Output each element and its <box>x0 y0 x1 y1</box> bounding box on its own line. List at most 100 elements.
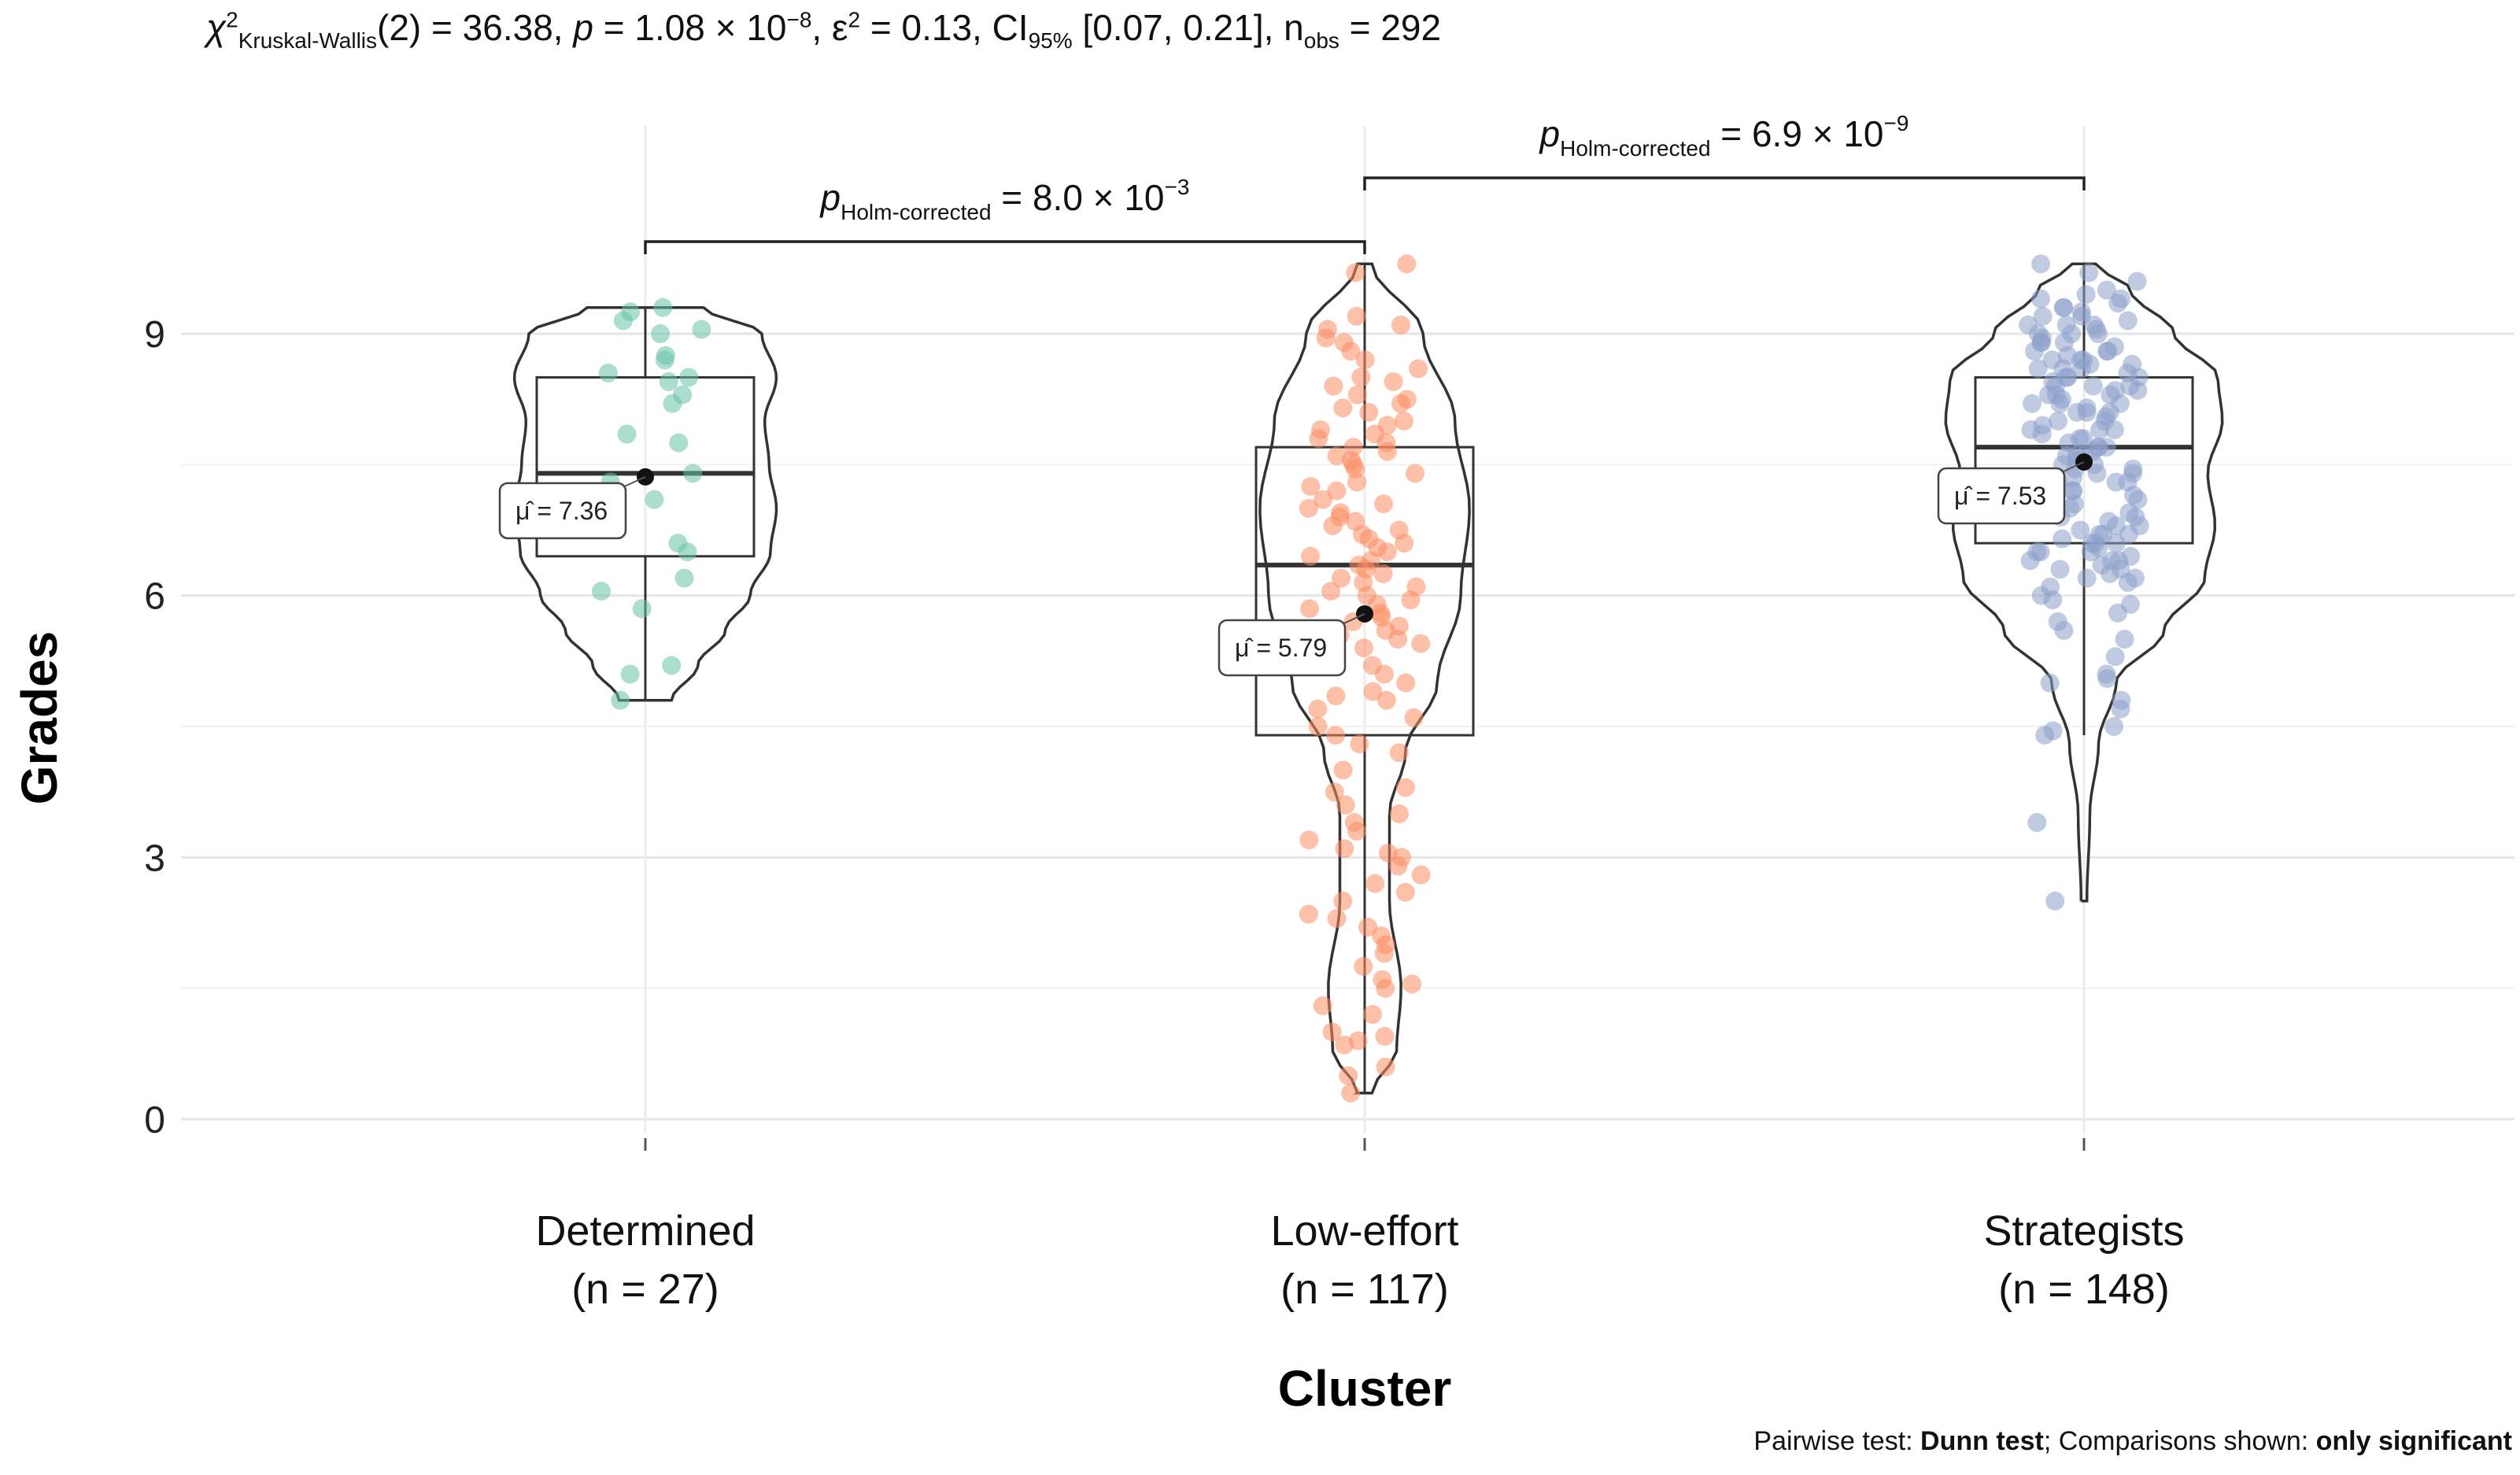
data-point <box>1396 778 1415 797</box>
x-tick-count-label: (n = 148) <box>1998 1266 2170 1313</box>
data-point <box>2104 420 2124 439</box>
data-point <box>2097 669 2117 688</box>
data-point <box>1325 782 1344 802</box>
data-point <box>2045 891 2065 911</box>
data-point <box>1301 477 1321 497</box>
data-point <box>617 424 637 444</box>
bracket-label: pHolm-corrected = 6.9 × 10−9 <box>1539 111 1909 161</box>
x-tick-count-label: (n = 117) <box>1280 1266 1449 1313</box>
data-point <box>2105 647 2125 667</box>
mean-value: = 7.36 <box>530 497 608 525</box>
data-point <box>679 368 699 387</box>
data-point <box>1308 717 1328 736</box>
data-point <box>1327 909 1347 928</box>
x-tick-count-label: (n = 27) <box>571 1266 719 1313</box>
y-axis-title: Grades <box>11 631 68 805</box>
data-point <box>1358 918 1378 937</box>
data-point <box>653 298 673 317</box>
violin-outline <box>512 305 778 702</box>
data-point <box>1339 1066 1358 1085</box>
data-point <box>1336 795 1355 815</box>
data-point <box>2088 438 2108 457</box>
data-point <box>1301 546 1320 566</box>
p-subscript: Holm-corrected <box>841 200 991 224</box>
data-point <box>2032 424 2052 444</box>
data-point <box>2106 472 2126 492</box>
data-point <box>1377 542 1397 562</box>
data-point <box>669 433 689 453</box>
data-point <box>1321 582 1340 601</box>
data-point <box>683 464 703 483</box>
data-point <box>620 664 640 684</box>
data-point <box>2056 368 2076 387</box>
mean-label: μ̂ = 5.79 <box>1235 634 1327 662</box>
ci-sub: 95% <box>1028 28 1073 54</box>
data-point <box>1401 590 1421 610</box>
data-point <box>592 582 611 601</box>
data-point <box>1374 944 1394 963</box>
data-point <box>1365 874 1385 893</box>
p-exponent: −3 <box>1165 175 1190 199</box>
caption-shown: only significant <box>2315 1426 2512 1456</box>
data-point <box>1411 865 1431 885</box>
data-point <box>2111 699 2130 719</box>
data-point <box>1316 328 1336 348</box>
data-point <box>2035 726 2055 745</box>
data-point <box>1354 638 1373 658</box>
data-point <box>1341 342 1361 361</box>
data-point <box>2030 542 2050 562</box>
p-symbol: p <box>1539 113 1561 154</box>
data-point <box>2106 534 2126 553</box>
data-point <box>1406 464 1424 483</box>
p-value: = 1.08 × 10 <box>593 7 787 48</box>
data-point <box>1322 1022 1342 1042</box>
data-point <box>1397 254 1417 274</box>
data-point <box>1359 402 1379 422</box>
data-point <box>1324 376 1343 396</box>
mean-label: μ̂ = 7.36 <box>515 497 608 525</box>
data-point <box>1341 1083 1361 1103</box>
data-point <box>2049 411 2068 431</box>
data-point <box>2040 673 2060 693</box>
data-point <box>1374 494 1393 514</box>
chi-sup: 2 <box>226 7 238 32</box>
data-point <box>2090 420 2110 439</box>
data-point <box>1299 498 1318 518</box>
data-point <box>2082 534 2102 553</box>
data-point <box>1395 534 1414 553</box>
chart-subtitle: χ2Kruskal-Wallis(2) = 36.38, p = 1.08 × … <box>206 6 1441 54</box>
x-tick-label: Low-effort <box>1270 1207 1458 1255</box>
n-sub: obs <box>1303 28 1339 54</box>
data-point <box>2115 630 2134 649</box>
data-point <box>1347 822 1366 841</box>
data-point <box>1323 516 1343 535</box>
data-point <box>1388 630 1408 649</box>
data-point <box>1327 446 1347 466</box>
data-point <box>1333 891 1353 911</box>
data-point <box>2028 359 2048 379</box>
data-point <box>2108 603 2127 623</box>
data-point <box>2076 285 2096 305</box>
data-point <box>1391 394 1410 413</box>
data-point <box>1314 490 1333 509</box>
data-point <box>1376 978 1395 998</box>
data-point <box>2027 813 2047 832</box>
data-point <box>651 324 671 343</box>
data-point <box>1347 385 1367 405</box>
data-point <box>1377 442 1397 461</box>
data-point <box>2104 717 2124 736</box>
data-point <box>1389 804 1409 823</box>
data-point <box>2030 289 2050 309</box>
data-point <box>1374 664 1394 684</box>
chi-symbol: χ <box>206 7 227 48</box>
y-tick-label: 9 <box>144 314 165 356</box>
caption-middle: ; Comparisons shown: <box>2043 1426 2316 1456</box>
p-exponent: −8 <box>786 7 812 32</box>
p-subscript: Holm-corrected <box>1560 136 1710 161</box>
mean-value: = 5.79 <box>1249 634 1327 662</box>
data-point <box>2080 354 2100 374</box>
chart-caption: Pairwise test: Dunn test; Comparisons sh… <box>1753 1426 2512 1457</box>
data-point <box>1404 708 1424 727</box>
data-point <box>1396 673 1416 693</box>
bracket-label: pHolm-corrected = 8.0 × 10−3 <box>819 175 1190 224</box>
